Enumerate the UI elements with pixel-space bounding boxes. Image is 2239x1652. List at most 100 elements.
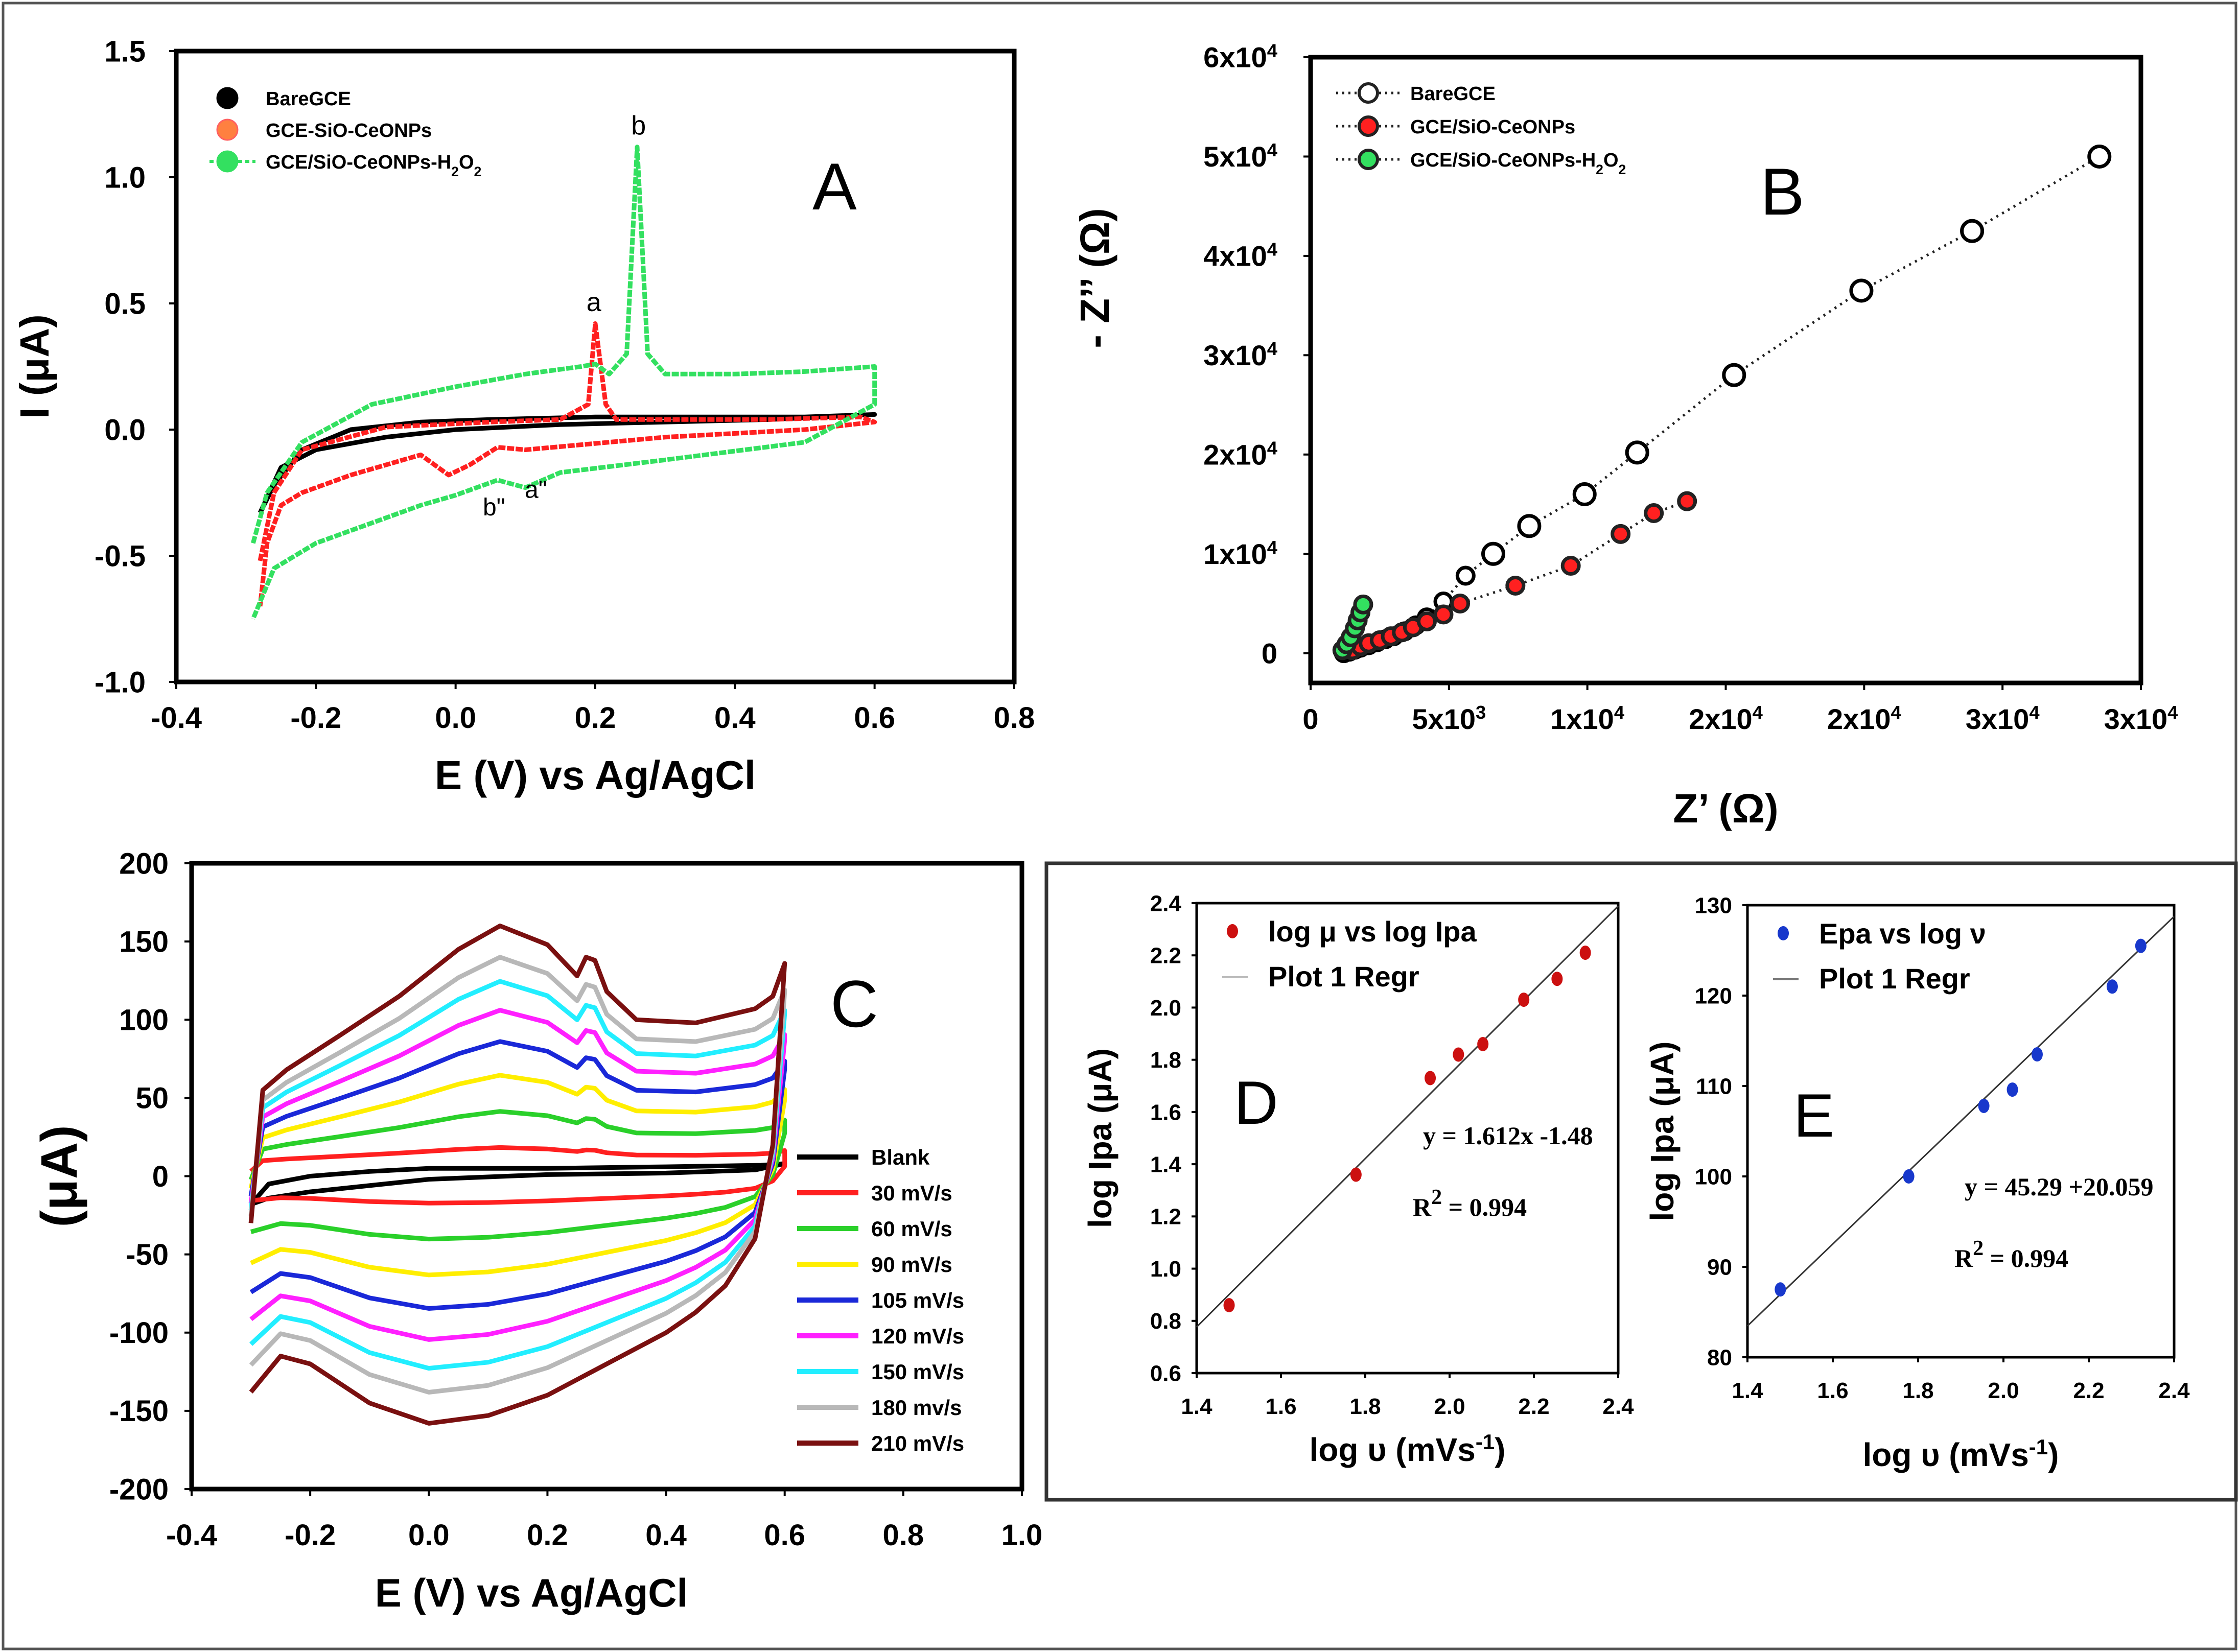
x-axis-title: E (V) vs Ag/AgCl [435, 752, 756, 798]
x-tick-label: 0.0 [408, 1519, 450, 1552]
y-tick-label: -50 [126, 1238, 169, 1271]
y-axis-title: - Z’’ (Ω) [1072, 208, 1117, 348]
r-symbol: R [1954, 1244, 1973, 1272]
x-tick-label: 1.8 [1349, 1394, 1381, 1419]
y-tick-label: 1.8 [1150, 1048, 1181, 1073]
y-tick-label: 4x104 [1203, 239, 1278, 272]
x-axis-title-exponent: -1 [2029, 1435, 2048, 1459]
data-point [1677, 491, 1697, 511]
x-axis-title-text: log υ (mVs [1863, 1436, 2029, 1473]
legend-label: Epa vs log ν [1819, 917, 1986, 950]
x-tick-label: 1.4 [1732, 1378, 1763, 1403]
x-tick-label: 3x104 [2104, 702, 2179, 736]
cv-curve-3 [250, 145, 877, 620]
y-tick-label: 2.2 [1150, 943, 1181, 969]
y-tick-label: 150 [119, 925, 169, 958]
cv-curve-9 [248, 924, 787, 1426]
data-point [1425, 1071, 1436, 1085]
x-tick-label: 2.0 [1434, 1394, 1465, 1419]
legend-label: 180 mv/s [871, 1396, 962, 1420]
legend-label: Blank [871, 1145, 930, 1169]
y-tick-exponent: 4 [1267, 338, 1278, 359]
x-tick-label: 0.6 [764, 1519, 805, 1552]
data-point [1517, 514, 1542, 538]
y-tick-exponent: 4 [1267, 239, 1278, 259]
y-tick-label: 2.0 [1150, 996, 1181, 1021]
legend-marker [1358, 115, 1379, 137]
subscript: 2 [451, 164, 459, 179]
legend-label: 105 mV/s [871, 1288, 964, 1312]
r-symbol: R [1413, 1193, 1432, 1221]
panel-label: D [1234, 1069, 1278, 1137]
x-tick-label: 0.8 [994, 701, 1035, 735]
y-tick-label: -200 [109, 1473, 169, 1506]
y-tick-label: -150 [109, 1395, 169, 1428]
annotation-a2: a" [525, 476, 547, 503]
x-tick-exponent: 4 [1614, 702, 1625, 723]
x-tick-label: -0.4 [151, 701, 202, 735]
x-tick-label: 0.4 [645, 1519, 687, 1552]
y-tick-label: -100 [109, 1316, 169, 1350]
x-tick-exponent: 4 [1891, 702, 1901, 723]
x-tick-exponent: 4 [2167, 702, 2178, 723]
x-tick-label: 0.2 [527, 1519, 568, 1552]
data-point [1417, 611, 1437, 631]
y-axis-title: log Ipa (μA) [1644, 1042, 1681, 1221]
y-tick-label: 0.0 [104, 413, 146, 446]
subscript: 2 [1619, 162, 1626, 177]
y-tick-label: 1.0 [104, 161, 146, 194]
data-point [1450, 593, 1470, 613]
data-point [2007, 1082, 2018, 1097]
y-tick-label: 1.0 [1150, 1257, 1181, 1282]
subscript: 2 [1596, 162, 1603, 177]
data-point [2106, 979, 2118, 994]
data-point [1978, 1098, 1990, 1113]
data-point [1477, 1037, 1489, 1051]
legend-label: BareGCE [1410, 83, 1496, 105]
legend-text-part: GCE/SiO-CeONPs-H [266, 152, 451, 173]
x-tick-label: 0.6 [854, 701, 895, 735]
y-tick-label: 0 [1262, 637, 1277, 669]
legend-label: BareGCE [266, 88, 351, 110]
x-axis-title-end: ) [1495, 1431, 1505, 1468]
y-tick-label: 100 [1695, 1164, 1732, 1189]
x-tick-label: 2x104 [1827, 702, 1902, 736]
x-tick-label: 2.0 [1988, 1378, 2019, 1403]
data-point [1560, 556, 1581, 576]
x-tick-label: 1.6 [1817, 1378, 1848, 1403]
y-tick-label: 5x104 [1203, 139, 1278, 173]
y-tick-label: 110 [1696, 1074, 1732, 1099]
y-tick-exponent: 4 [1267, 536, 1278, 557]
y-tick-label: 200 [119, 847, 169, 880]
y-tick-exponent: 4 [1267, 139, 1278, 160]
subscript: 2 [474, 164, 482, 179]
x-tick-exponent: 3 [1476, 702, 1486, 723]
x-axis-title-exponent: -1 [1476, 1430, 1495, 1454]
panel-b-chart: 0 5x103 1x104 2x104 2x104 3x104 3x104 0 1x104 2x1… [1072, 40, 2178, 831]
legend-text-part: O [1603, 150, 1619, 171]
y-tick-label: 90 [1707, 1255, 1732, 1280]
x-tick-label: 1.6 [1265, 1394, 1296, 1419]
x-tick-exponent: 4 [2029, 702, 2040, 723]
y-tick-exponent: 4 [1267, 40, 1278, 61]
data-point [1455, 565, 1476, 586]
data-point [2087, 144, 2112, 169]
x-tick-label: 2.4 [1602, 1394, 1634, 1419]
y-tick-label: 100 [119, 1004, 169, 1037]
data-point [1722, 363, 1746, 387]
data-point [1223, 1298, 1235, 1313]
data-point [1644, 503, 1664, 523]
r-value: = 0.994 [1984, 1244, 2068, 1272]
data-point [1350, 1167, 1362, 1182]
y-tick-exponent: 4 [1267, 437, 1278, 458]
y-tick-label: -1.0 [95, 666, 146, 699]
panel-label: E [1793, 1081, 1834, 1150]
data-point [1960, 219, 1985, 243]
panels-de-frame [1044, 861, 2238, 1502]
legend-marker [216, 87, 239, 109]
legend-marker [1778, 926, 1789, 940]
legend-label: log μ vs log Ipa [1268, 915, 1477, 948]
r-squared: R2 = 0.994 [1954, 1237, 2068, 1272]
y-tick-label: 1.2 [1150, 1205, 1181, 1230]
legend-label: 210 mV/s [871, 1431, 964, 1455]
